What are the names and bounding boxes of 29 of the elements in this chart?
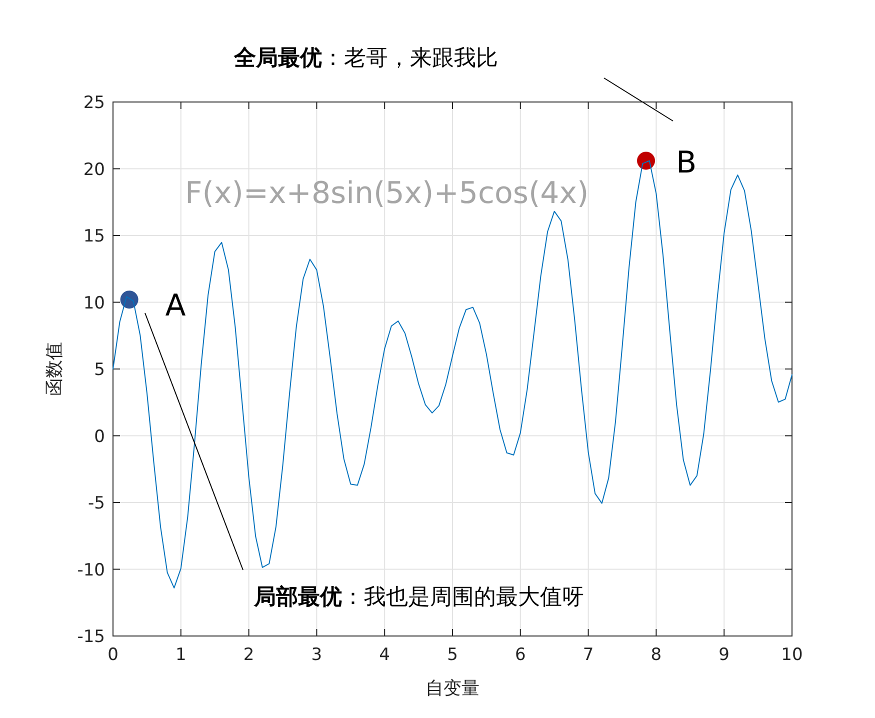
x-tick-label: 0: [108, 645, 118, 665]
y-tick-label: 0: [94, 426, 105, 447]
x-tick-label: 4: [379, 645, 390, 665]
annotation: 局部最优: [253, 584, 342, 610]
x-tick-label: 7: [582, 645, 594, 665]
y-tick-label: -5: [88, 494, 105, 514]
x-tick-label: 2: [243, 645, 254, 665]
y-tick-label: 15: [83, 226, 105, 246]
x-tick-label: 6: [514, 645, 526, 665]
text: 全局最优: [233, 46, 322, 71]
annotation: ：我也是周围的最大值呀: [342, 585, 584, 610]
x-tick-label: 5: [447, 645, 458, 665]
x-tick-label: 8: [650, 645, 662, 665]
x-tick-label: 1: [175, 645, 186, 665]
annotation: A: [165, 288, 186, 324]
y-tick-label: -15: [77, 627, 105, 647]
x-tick-label: 3: [311, 645, 322, 665]
x-tick-label: 9: [718, 645, 730, 665]
x-axis-title: 自变量: [426, 678, 480, 699]
annotation: B: [676, 146, 697, 181]
x-tick-label: 10: [781, 645, 803, 665]
y-tick-label: 10: [83, 293, 105, 314]
text: ：老哥，来跟我比: [322, 46, 498, 71]
y-tick-label: 25: [83, 93, 105, 113]
y-tick-label: -10: [77, 560, 105, 580]
y-axis-title: 函数值: [44, 342, 65, 396]
y-tick-label: 20: [83, 160, 105, 180]
y-tick-label: 5: [94, 360, 105, 380]
annotation: F(x)=x+8sin(5x)+5cos(4x): [185, 176, 589, 211]
